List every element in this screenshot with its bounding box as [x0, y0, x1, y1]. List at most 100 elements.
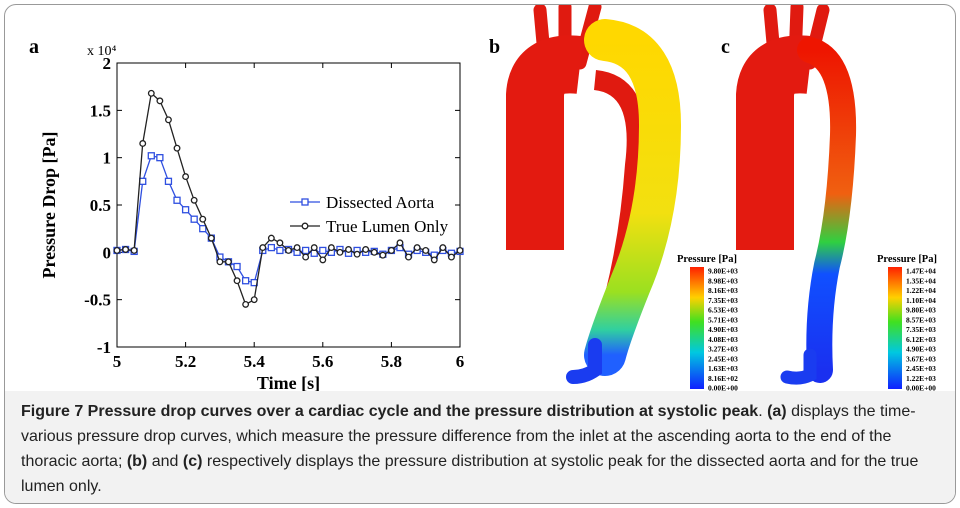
x-tick-label: 5	[113, 352, 122, 371]
colorbar-label: 3.67E+03	[906, 354, 936, 363]
colorbar-label: 6.53E+03	[708, 306, 738, 315]
colorbar-label: 2.45E+03	[906, 364, 936, 373]
marker	[310, 244, 318, 252]
marker	[285, 246, 292, 254]
marker	[422, 246, 430, 254]
y-tick-label: -1	[97, 338, 111, 357]
x-axis-label: Time [s]	[257, 373, 320, 391]
figure-panels: a x 10⁴ -1 -0.5 0 0.5 1 1.5 2 5 5.2 5.4 5.6 5.8 6 Time …	[29, 5, 937, 392]
marker	[242, 300, 250, 308]
legend-label: True Lumen Only	[326, 217, 449, 236]
caption-run: (a)	[767, 403, 787, 420]
colorbar-label: 1.10E+04	[906, 296, 936, 305]
marker	[173, 144, 181, 152]
marker	[430, 256, 438, 264]
marker	[387, 246, 395, 254]
marker	[301, 198, 309, 206]
colorbar-label: 1.63E+03	[708, 364, 738, 373]
marker	[302, 253, 310, 261]
marker	[130, 246, 138, 254]
marker	[182, 173, 190, 181]
y-tick-label: 0	[103, 243, 112, 262]
marker	[336, 248, 344, 256]
colorbar-label: 4.90E+03	[708, 325, 738, 334]
panel-label: a	[29, 36, 39, 58]
colorbar-label: 8.98E+03	[708, 276, 738, 285]
marker	[319, 256, 327, 264]
colorbar-label: 5.71E+03	[708, 315, 738, 324]
y-axis-label: Pressure Drop [Pa]	[39, 132, 59, 279]
marker	[190, 196, 198, 204]
marker	[362, 246, 370, 253]
marker	[199, 225, 207, 233]
marker	[156, 154, 164, 162]
x-tick-label: 5.6	[312, 352, 333, 371]
marker	[156, 97, 164, 105]
panel-label: b	[489, 36, 500, 58]
axis-multiplier: x 10⁴	[87, 44, 117, 59]
colorbar-label: 2.45E+03	[708, 354, 738, 363]
marker	[319, 246, 327, 255]
colorbar-label: 0.00E+00	[906, 384, 936, 392]
caption-run: displays the time-various pressure drop …	[21, 403, 916, 470]
marker	[327, 244, 335, 252]
y-tick-label: 0.5	[90, 196, 111, 215]
marker	[293, 244, 301, 252]
marker	[301, 246, 310, 255]
marker	[139, 140, 147, 147]
colorbar-label: 7.35E+03	[708, 296, 738, 305]
caption-area: Figure 7 Pressure drop curves over a car…	[5, 391, 955, 503]
colorbar-label: 1.47E+04	[906, 267, 936, 276]
marker	[396, 239, 404, 247]
marker	[379, 251, 387, 259]
aorta-b	[506, 5, 682, 384]
colorbar-label: 8.57E+03	[906, 315, 936, 324]
marker	[190, 215, 198, 223]
marker	[216, 258, 224, 266]
colorbar-label: 3.27E+03	[708, 345, 738, 354]
colorbar-label: 8.16E+02	[708, 374, 738, 383]
colorbar-label: 9.80E+03	[906, 306, 936, 315]
caption-run: (c)	[182, 453, 203, 470]
marker	[181, 206, 190, 214]
marker	[122, 246, 130, 253]
caption-run: .	[758, 403, 768, 420]
figure: a x 10⁴ -1 -0.5 0 0.5 1 1.5 2 5 5.2 5.4 5.6 5.8 6 Time …	[4, 4, 956, 504]
panel-label: c	[721, 36, 730, 58]
y-tick-label: 1	[103, 149, 112, 168]
legend-label: Dissected Aorta	[326, 193, 435, 212]
marker	[233, 262, 241, 271]
caption-run: and	[147, 453, 183, 470]
marker	[173, 196, 181, 204]
colorbar-title: Pressure [Pa]	[877, 254, 937, 265]
y-tick-label: 2	[103, 54, 112, 73]
marker	[447, 253, 455, 261]
marker	[439, 244, 447, 252]
colorbar-label: 1.22E+03	[906, 374, 936, 383]
caption: Figure 7 Pressure drop curves over a car…	[21, 399, 946, 499]
x-tick-label: 5.2	[175, 352, 196, 371]
colorbar-label: 1.22E+04	[906, 286, 936, 295]
marker	[139, 177, 147, 185]
caption-run: Figure 7 Pressure drop curves over a car…	[21, 403, 759, 420]
colorbar-label: 9.80E+03	[708, 267, 738, 276]
marker	[267, 243, 276, 252]
y-tick-label: -0.5	[84, 291, 111, 310]
colorbar-label: 4.08E+03	[708, 335, 738, 344]
colorbar-label: 6.12E+03	[906, 335, 936, 344]
colorbar-label: 4.90E+03	[906, 345, 936, 354]
x-tick-label: 5.8	[381, 352, 402, 371]
marker	[413, 244, 421, 252]
marker	[456, 246, 464, 254]
marker	[276, 246, 284, 255]
marker	[207, 234, 215, 242]
marker	[267, 234, 275, 242]
colorbar-title: Pressure [Pa]	[677, 254, 737, 265]
marker	[276, 239, 284, 247]
marker	[147, 89, 155, 97]
colorbar-label: 8.16E+03	[708, 286, 738, 295]
marker	[199, 215, 207, 223]
marker	[259, 244, 267, 252]
marker	[250, 296, 258, 304]
marker	[405, 253, 412, 261]
